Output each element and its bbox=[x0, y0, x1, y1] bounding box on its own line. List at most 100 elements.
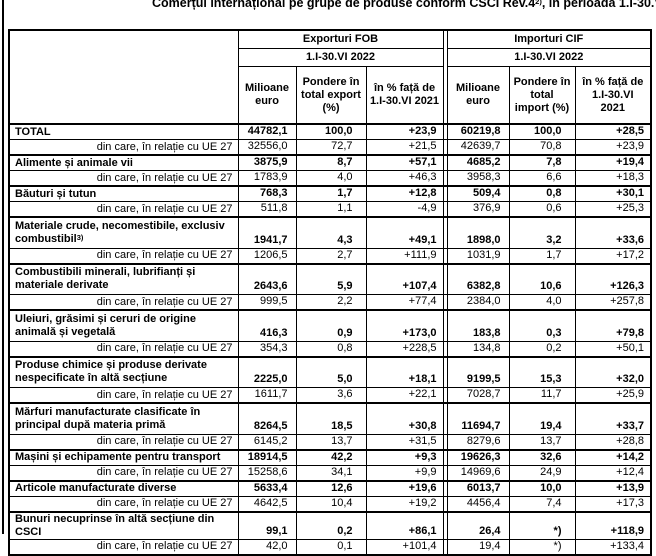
cell-export-value: 768,3 bbox=[237, 185, 297, 202]
cell-import-share: 15,3 bbox=[508, 355, 576, 388]
cell-export-change: +77,4 bbox=[365, 294, 444, 311]
cell-export-change: +9,3 bbox=[365, 448, 444, 466]
cell-export-share: 13,7 bbox=[295, 433, 367, 450]
cell-import-change: +13,9 bbox=[574, 479, 652, 497]
cell-import-share: 7,8 bbox=[508, 154, 576, 171]
cell-export-value: 32556,0 bbox=[237, 139, 297, 156]
cell-export-value: 99,1 bbox=[237, 510, 297, 540]
cell-export-share: 72,7 bbox=[295, 139, 367, 156]
cell-import-value: 183,8 bbox=[446, 309, 510, 342]
cell-export-share: 2,2 bbox=[295, 294, 367, 311]
table-row: din care, în relație cu UE 27 354,3 0,8 +22… bbox=[8, 340, 652, 357]
table-row: Băuturi și tutun 768,3 1,7 +12,8 509,4 0,8 +30… bbox=[8, 185, 652, 202]
page-title-footnote-marker: 2) bbox=[535, 0, 542, 6]
cell-import-change: +32,0 bbox=[574, 355, 652, 388]
cell-import-share: 10,0 bbox=[508, 479, 576, 497]
cell-export-value: 1783,9 bbox=[237, 170, 297, 187]
cell-import-value: 7028,7 bbox=[446, 387, 510, 404]
cell-import-value: 3958,3 bbox=[446, 170, 510, 187]
row-label: Uleiuri, grăsimi și ceruri de origine an… bbox=[8, 309, 239, 342]
cell-import-share: 6,6 bbox=[508, 170, 576, 187]
cell-export-value: 2225,0 bbox=[237, 355, 297, 388]
cell-export-share: 18,5 bbox=[295, 402, 367, 435]
col-header-export-share: Pondere în total export (%) bbox=[295, 66, 367, 125]
col-header-import-change: în % față de 1.I-30.VI 2021 bbox=[574, 66, 652, 125]
exports-period-header: 1.I-30.VI 2022 bbox=[237, 48, 444, 67]
cell-export-value: 999,5 bbox=[237, 294, 297, 311]
cell-import-change: +28,8 bbox=[574, 433, 652, 450]
cell-export-change: +107,4 bbox=[365, 262, 444, 295]
cell-export-change: +30,8 bbox=[365, 402, 444, 435]
cell-export-share: 8,7 bbox=[295, 154, 367, 171]
cell-import-change: +18,3 bbox=[574, 170, 652, 187]
cell-export-share: 42,2 bbox=[295, 448, 367, 466]
row-label: din care, în relație cu UE 27 bbox=[8, 294, 239, 311]
cell-export-change: +22,1 bbox=[365, 387, 444, 404]
col-header-import-share: Pondere în total import (%) bbox=[508, 66, 576, 125]
cell-import-share: *) bbox=[508, 538, 576, 555]
row-label: din care, în relație cu UE 27 bbox=[8, 464, 239, 481]
cell-export-value: 3875,9 bbox=[237, 154, 297, 171]
cell-import-change: +23,9 bbox=[574, 139, 652, 156]
cell-export-share: 0,8 bbox=[295, 340, 367, 357]
col-header-export-change: în % față de 1.I-30.VI 2021 bbox=[365, 66, 444, 125]
cell-import-change: +25,3 bbox=[574, 201, 652, 218]
col-header-import-value: Milioane euro bbox=[446, 66, 510, 125]
cell-export-value: 2643,6 bbox=[237, 262, 297, 295]
cell-export-value: 42,0 bbox=[237, 538, 297, 555]
row-label: Bunuri necuprinse în altă secțiune din C… bbox=[8, 510, 239, 540]
row-label: din care, în relație cu UE 27 bbox=[8, 340, 239, 357]
cell-import-value: 1898,0 bbox=[446, 216, 510, 249]
cell-import-value: 6013,7 bbox=[446, 479, 510, 497]
cell-import-value: 134,8 bbox=[446, 340, 510, 357]
cell-export-share: 0,1 bbox=[295, 538, 367, 555]
cell-export-share: 4,3 bbox=[295, 216, 367, 249]
cell-import-change: +33,6 bbox=[574, 216, 652, 249]
cell-export-share: 100,0 bbox=[295, 123, 367, 140]
cell-import-change: +133,4 bbox=[574, 538, 652, 555]
table-row: Uleiuri, grăsimi și ceruri de origine an… bbox=[8, 309, 652, 342]
cell-export-share: 12,6 bbox=[295, 479, 367, 497]
cell-import-share: 19,4 bbox=[508, 402, 576, 435]
cell-export-share: 5,9 bbox=[295, 262, 367, 295]
cell-import-share: 3,2 bbox=[508, 216, 576, 249]
cell-import-value: 376,9 bbox=[446, 201, 510, 218]
imports-group-header: Importuri CIF bbox=[446, 29, 652, 49]
row-label: din care, în relație cu UE 27 bbox=[8, 387, 239, 404]
cell-export-value: 1611,7 bbox=[237, 387, 297, 404]
cell-export-change: +173,0 bbox=[365, 309, 444, 342]
cell-export-change: +228,5 bbox=[365, 340, 444, 357]
cell-import-change: +30,1 bbox=[574, 185, 652, 202]
imports-period-header: 1.I-30.VI 2022 bbox=[446, 48, 652, 67]
row-label: din care, în relație cu UE 27 bbox=[8, 139, 239, 156]
cell-import-value: 14969,6 bbox=[446, 464, 510, 481]
cell-export-value: 6145,2 bbox=[237, 433, 297, 450]
table-row: din care, în relație cu UE 27 1783,9 4,0 +4… bbox=[8, 170, 652, 187]
cell-export-change: +46,3 bbox=[365, 170, 444, 187]
table-row: Mărfuri manufacturate clasificate în pri… bbox=[8, 402, 652, 435]
cell-import-value: 26,4 bbox=[446, 510, 510, 540]
row-label: Alimente și animale vii bbox=[8, 154, 239, 171]
cell-import-change: +12,4 bbox=[574, 464, 652, 481]
page-title: Comerțul internațional pe grupe de produ… bbox=[152, 0, 656, 11]
row-label: TOTAL bbox=[8, 123, 239, 140]
row-label: din care, în relație cu UE 27 bbox=[8, 201, 239, 218]
cell-export-change: -4,9 bbox=[365, 201, 444, 218]
table-row: din care, în relație cu UE 27 32556,0 72,7… bbox=[8, 139, 652, 156]
cell-export-share: 0,2 bbox=[295, 510, 367, 540]
row-label: Mărfuri manufacturate clasificate în pri… bbox=[8, 402, 239, 435]
cell-export-change: +49,1 bbox=[365, 216, 444, 249]
row-label: Materiale crude, necomestibile, exclusiv… bbox=[8, 216, 239, 249]
row-label: Mașini și echipamente pentru transport bbox=[8, 448, 239, 466]
cell-export-value: 44782,1 bbox=[237, 123, 297, 140]
table-row: din care, în relație cu UE 27 1611,7 3,6 +2… bbox=[8, 387, 652, 404]
cell-import-share: 11,7 bbox=[508, 387, 576, 404]
table-row: din care, în relație cu UE 27 4642,5 10,4 +… bbox=[8, 495, 652, 512]
row-label: din care, în relație cu UE 27 bbox=[8, 538, 239, 555]
cell-export-change: +19,2 bbox=[365, 495, 444, 512]
cell-export-share: 0,9 bbox=[295, 309, 367, 342]
cell-import-share: 13,7 bbox=[508, 433, 576, 450]
cell-export-share: 1,7 bbox=[295, 185, 367, 202]
row-label: Băuturi și tutun bbox=[8, 185, 239, 202]
cell-import-change: +28,5 bbox=[574, 123, 652, 140]
